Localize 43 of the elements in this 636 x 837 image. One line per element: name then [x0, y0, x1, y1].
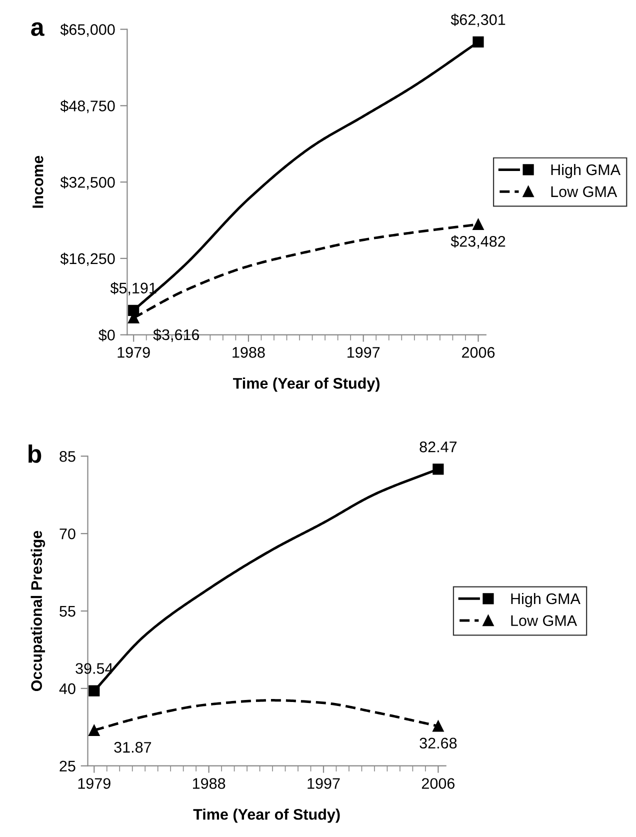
point — [432, 464, 444, 475]
point — [88, 685, 100, 696]
y-tick-label: $0 — [98, 329, 115, 342]
legend-label: Low GMA — [551, 186, 618, 198]
data-label: 82.47 — [420, 441, 457, 452]
y-tick-label: 25 — [60, 760, 76, 772]
x-axis-title: Time (Year of Study) — [233, 378, 380, 392]
y-tick-label: $16,250 — [60, 252, 115, 266]
y-axis-title: Occupational Prestige — [30, 530, 46, 692]
y-tick-label: 85 — [60, 451, 76, 462]
data-label: 31.87 — [114, 742, 152, 753]
data-label: $5,191 — [110, 282, 156, 296]
x-axis-title: Time (Year of Study) — [193, 808, 340, 823]
chart-title: a — [31, 22, 44, 36]
legend-label: High GMA — [551, 164, 621, 178]
point — [88, 724, 100, 736]
point — [128, 304, 140, 316]
legend-label: Low GMA — [511, 615, 578, 626]
point — [432, 720, 444, 732]
x-tick-label: 1979 — [118, 347, 150, 358]
x-tick-label: 1997 — [348, 347, 380, 358]
x-tick-label: 2006 — [422, 778, 455, 789]
point — [472, 218, 484, 230]
y-tick-label: $48,750 — [60, 100, 115, 114]
x-tick-label: 1979 — [78, 778, 110, 789]
y-tick-label: $65,000 — [60, 24, 115, 37]
data-label: $62,301 — [450, 14, 506, 27]
y-tick-label: $32,500 — [60, 176, 115, 190]
x-tick-label: 1997 — [308, 778, 340, 789]
x-tick-label: 2006 — [462, 347, 495, 358]
data-label: $23,482 — [450, 235, 506, 249]
y-tick-label: 55 — [60, 606, 76, 617]
data-label: 39.54 — [76, 663, 113, 674]
data-label: $3,616 — [153, 328, 200, 342]
point — [472, 36, 484, 48]
x-tick-label: 1988 — [192, 778, 226, 789]
data-label: 32.68 — [420, 738, 457, 749]
x-tick-label: 1988 — [232, 347, 265, 358]
y-axis-title: Income — [32, 156, 44, 208]
y-tick-label: 40 — [59, 683, 76, 694]
chart-title: b — [28, 444, 42, 463]
legend-label: High GMA — [511, 592, 580, 608]
y-tick-label: 70 — [60, 528, 76, 540]
